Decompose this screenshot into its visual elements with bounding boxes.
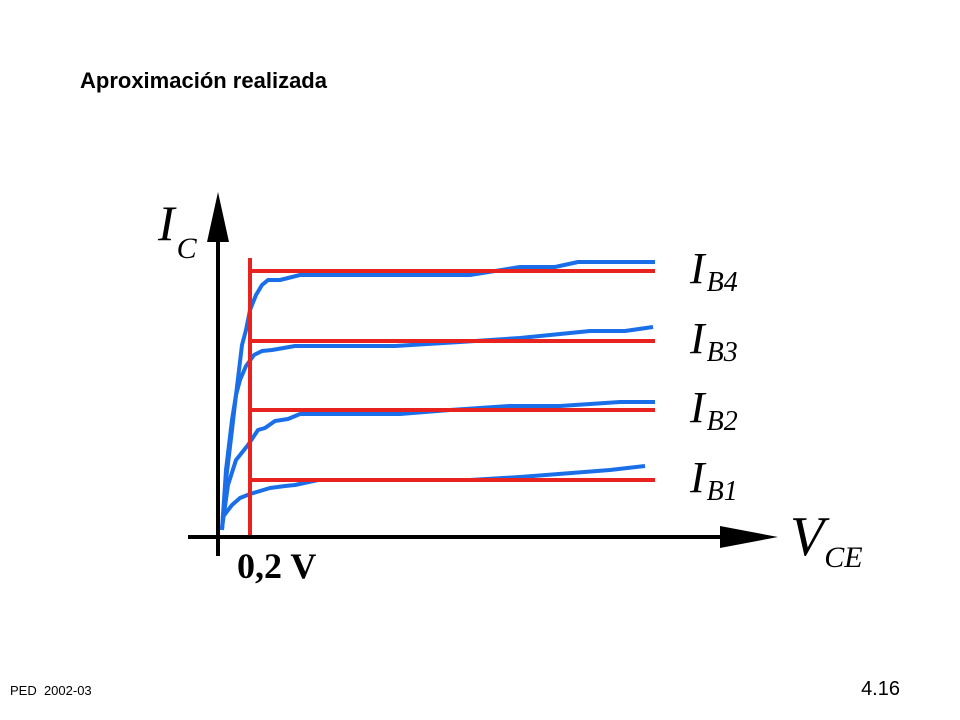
axes: [188, 192, 778, 556]
curve-labels: IB4 IB3 IB2 IB1: [689, 244, 738, 507]
curve-label: IB2: [689, 383, 738, 437]
curve-ib1: [220, 464, 646, 520]
curve-ib3: [220, 325, 654, 531]
label-main: V: [790, 506, 830, 568]
label-sub: C: [177, 232, 198, 265]
label-main: I: [689, 383, 707, 432]
label-sub: B2: [707, 406, 738, 437]
approximation: [248, 258, 655, 538]
label-sub: B4: [707, 267, 738, 298]
label-main: I: [689, 244, 707, 293]
x-axis-label: VCE: [790, 506, 863, 574]
y-axis-label: IC: [157, 195, 198, 265]
curve-label: IB1: [689, 453, 738, 507]
label-main: I: [689, 314, 707, 363]
label-main: I: [689, 453, 707, 502]
curve-label: IB3: [689, 314, 738, 368]
x-arrow: [720, 526, 778, 548]
curve-ib2: [220, 400, 655, 529]
label-sub: B1: [707, 476, 738, 507]
threshold-label: 0,2 V: [237, 546, 316, 586]
label-sub: CE: [824, 541, 862, 574]
title: Aproximación realizada: [80, 68, 328, 93]
characteristic-curves: [220, 260, 655, 531]
label-sub: B3: [707, 337, 738, 368]
curve-label: IB4: [689, 244, 738, 298]
label-main: I: [157, 195, 177, 251]
page-number: 4.16: [861, 678, 900, 700]
y-arrow: [207, 192, 229, 242]
curve-ib4: [220, 260, 655, 531]
footer-left: PED 2002-03: [10, 683, 92, 698]
